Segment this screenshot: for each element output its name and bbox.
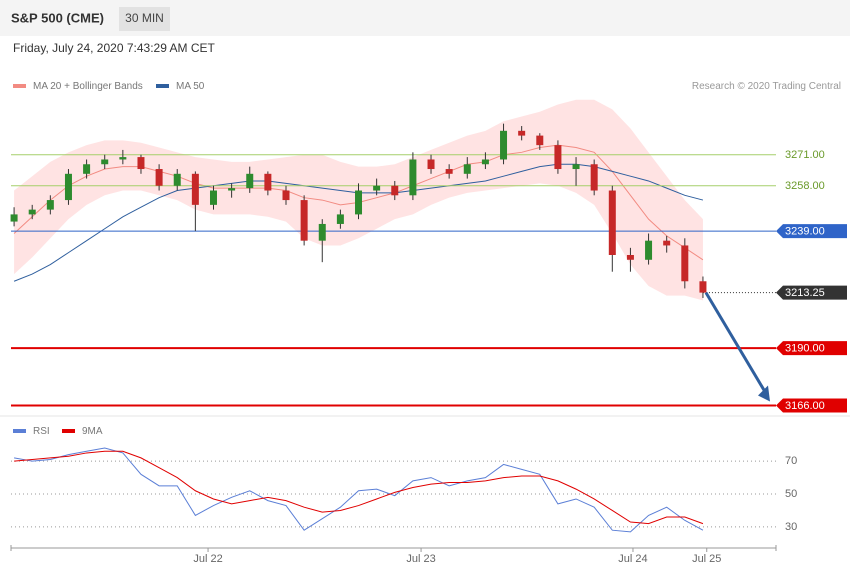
rsi-line: [13, 447, 704, 533]
legend-label: MA 20 + Bollinger Bands: [33, 81, 143, 92]
level-label: 3271.00: [785, 149, 825, 161]
legend-swatch: [13, 84, 26, 88]
level-label: 3190.00: [785, 343, 825, 355]
title: S&P 500 (CME): [11, 10, 104, 25]
legend-swatch: [156, 84, 169, 88]
credit: Research © 2020 Trading Central: [692, 81, 841, 92]
legend-swatch: [13, 429, 26, 433]
level-label-box: [776, 224, 847, 239]
candle-body: [663, 240, 671, 246]
candle-body: [554, 145, 562, 170]
candle-body: [355, 190, 363, 215]
level-label: 3213.25: [785, 287, 825, 299]
candle-body: [445, 169, 453, 174]
level-label: 3258.00: [785, 180, 825, 192]
candle-body: [699, 281, 707, 293]
candle-body: [137, 157, 145, 170]
candle-body: [209, 190, 217, 205]
candle-body: [46, 200, 54, 210]
arrow-head: [758, 385, 770, 402]
y-tick-label: 50: [785, 488, 797, 500]
x-tick-label: Jul 22: [193, 553, 222, 565]
candle-body: [318, 223, 326, 241]
legend-label: RSI: [33, 426, 50, 437]
rsi-line: [14, 450, 704, 525]
legend-swatch: [62, 429, 75, 433]
candle-body: [572, 164, 580, 170]
level-label-box: [776, 341, 847, 356]
level-label: 3166.00: [785, 400, 825, 412]
candle-body: [536, 135, 544, 146]
x-tick-label: Jul 25: [692, 553, 721, 565]
candle-body: [64, 173, 72, 201]
interval: 30 MIN: [125, 11, 164, 25]
level-label-box: [776, 398, 847, 413]
projection-arrow: [704, 291, 768, 395]
candle-body: [101, 159, 109, 165]
y-tick-label: 30: [785, 521, 797, 533]
candle-body: [391, 185, 399, 196]
candle-body: [608, 190, 616, 255]
legend-label: MA 50: [176, 81, 205, 92]
level-label-box: [776, 285, 847, 300]
candle-body: [191, 173, 199, 205]
candle-body: [481, 159, 489, 165]
candle-body: [373, 185, 381, 191]
y-tick-label: 70: [785, 455, 797, 467]
timestamp: Friday, July 24, 2020 7:43:29 AM CET: [13, 41, 216, 55]
candle-body: [155, 169, 163, 186]
candle-body: [300, 200, 308, 241]
candle-body: [645, 240, 653, 260]
candle-body: [28, 209, 36, 215]
level-label: 3239.00: [785, 226, 825, 238]
legend-label: 9MA: [82, 426, 103, 437]
candle-body: [463, 164, 471, 174]
candle-body: [282, 190, 290, 201]
candle-body: [409, 159, 417, 196]
candle-body: [228, 188, 236, 191]
interval-box: [119, 7, 170, 31]
candle-body: [336, 214, 344, 224]
x-tick-label: Jul 23: [406, 553, 435, 565]
candle-body: [10, 214, 18, 222]
candle-body: [590, 164, 598, 191]
candle-body: [626, 255, 634, 260]
candle-body: [518, 130, 526, 136]
candle-body: [246, 173, 254, 189]
x-tick-label: Jul 24: [618, 553, 647, 565]
candle-body: [681, 245, 689, 282]
candle-body: [173, 173, 181, 186]
candle-body: [83, 164, 91, 174]
candle-body: [119, 157, 127, 160]
candle-body: [264, 173, 272, 191]
candle-body: [427, 159, 435, 170]
candle-body: [500, 130, 508, 160]
